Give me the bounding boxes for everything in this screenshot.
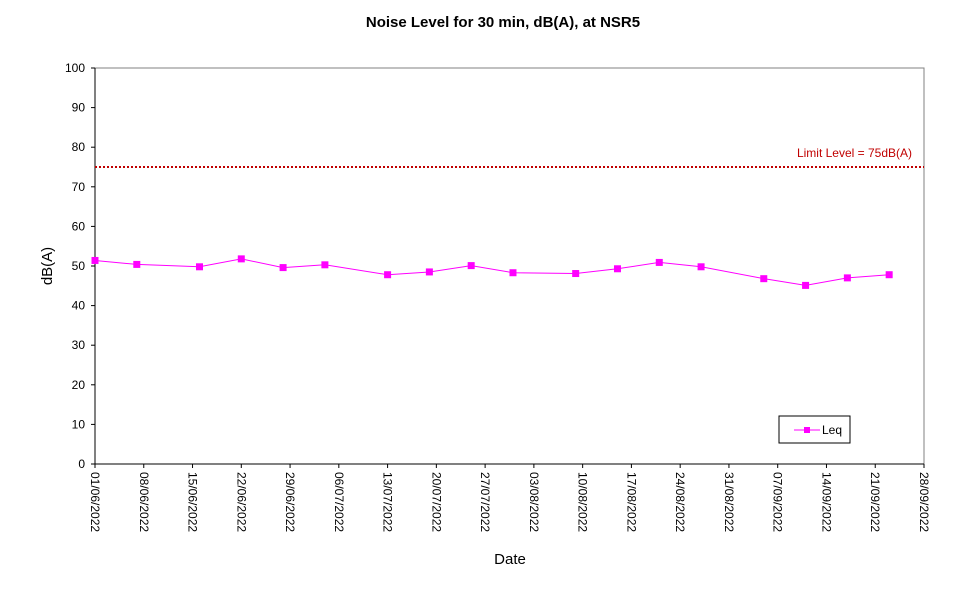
chart-title: Noise Level for 30 min, dB(A), at NSR5 bbox=[366, 14, 640, 31]
data-point-leq bbox=[697, 263, 705, 271]
data-point-leq bbox=[321, 261, 329, 269]
data-point-leq bbox=[509, 269, 517, 277]
data-point-leq bbox=[467, 262, 475, 270]
x-tick-label: 13/07/2022 bbox=[381, 472, 395, 532]
y-axis-label: dB(A) bbox=[39, 247, 56, 285]
x-tick-label: 20/07/2022 bbox=[429, 472, 443, 532]
data-point-leq bbox=[613, 265, 621, 273]
data-point-leq bbox=[195, 263, 203, 271]
x-tick-label: 22/06/2022 bbox=[234, 472, 248, 532]
x-tick-label: 28/09/2022 bbox=[917, 472, 931, 532]
data-point-leq bbox=[425, 268, 433, 276]
x-tick-label: 21/09/2022 bbox=[868, 472, 882, 532]
y-tick-label: 90 bbox=[72, 101, 86, 115]
y-axis: 0 10 20 30 40 50 60 70 80 90 100 bbox=[65, 61, 96, 471]
x-tick-label: 29/06/2022 bbox=[283, 472, 297, 532]
y-tick-label: 40 bbox=[72, 299, 86, 313]
data-point-leq bbox=[843, 274, 851, 282]
x-axis: 01/06/2022 08/06/2022 15/06/2022 22/06/2022… bbox=[88, 463, 931, 532]
data-point-leq bbox=[802, 281, 810, 289]
x-tick-label: 24/08/2022 bbox=[673, 472, 687, 532]
x-tick-label: 07/09/2022 bbox=[771, 472, 785, 532]
x-tick-label: 10/08/2022 bbox=[576, 472, 590, 532]
series-group bbox=[91, 255, 893, 289]
x-tick-label: 17/08/2022 bbox=[624, 472, 638, 532]
y-tick-label: 50 bbox=[72, 259, 86, 273]
data-point-leq bbox=[384, 271, 392, 279]
data-point-leq bbox=[885, 271, 893, 279]
y-tick-label: 20 bbox=[72, 378, 86, 392]
data-point-leq bbox=[572, 270, 580, 278]
legend-marker-swatch bbox=[804, 427, 810, 433]
legend: Leq bbox=[778, 415, 851, 444]
x-tick-label: 31/08/2022 bbox=[722, 472, 736, 532]
x-axis-label: Date bbox=[494, 551, 526, 568]
data-point-leq bbox=[655, 258, 663, 266]
x-tick-label: 03/08/2022 bbox=[527, 472, 541, 532]
limit-line-label: Limit Level = 75dB(A) bbox=[797, 146, 912, 160]
y-tick-label: 0 bbox=[78, 457, 85, 471]
plot-area bbox=[94, 67, 925, 465]
x-tick-label: 15/06/2022 bbox=[186, 472, 200, 532]
y-tick-label: 10 bbox=[72, 417, 86, 431]
data-point-leq bbox=[279, 264, 287, 272]
x-tick-label: 27/07/2022 bbox=[478, 472, 492, 532]
y-tick-label: 70 bbox=[72, 180, 86, 194]
series-line-leq bbox=[94, 258, 890, 286]
data-point-leq bbox=[760, 275, 768, 283]
limit-line-group: Limit Level = 75dB(A) bbox=[95, 146, 924, 168]
x-tick-label: 08/06/2022 bbox=[137, 472, 151, 532]
legend-label-leq: Leq bbox=[822, 423, 842, 437]
x-tick-label: 06/07/2022 bbox=[332, 472, 346, 532]
y-tick-label: 60 bbox=[72, 219, 86, 233]
x-tick-label: 01/06/2022 bbox=[88, 472, 102, 532]
data-point-leq bbox=[91, 256, 99, 264]
y-tick-label: 30 bbox=[72, 338, 86, 352]
y-tick-label: 100 bbox=[65, 61, 85, 75]
data-point-leq bbox=[237, 255, 245, 263]
x-tick-label: 14/09/2022 bbox=[819, 472, 833, 532]
y-tick-label: 80 bbox=[72, 140, 86, 154]
data-point-leq bbox=[133, 260, 141, 268]
